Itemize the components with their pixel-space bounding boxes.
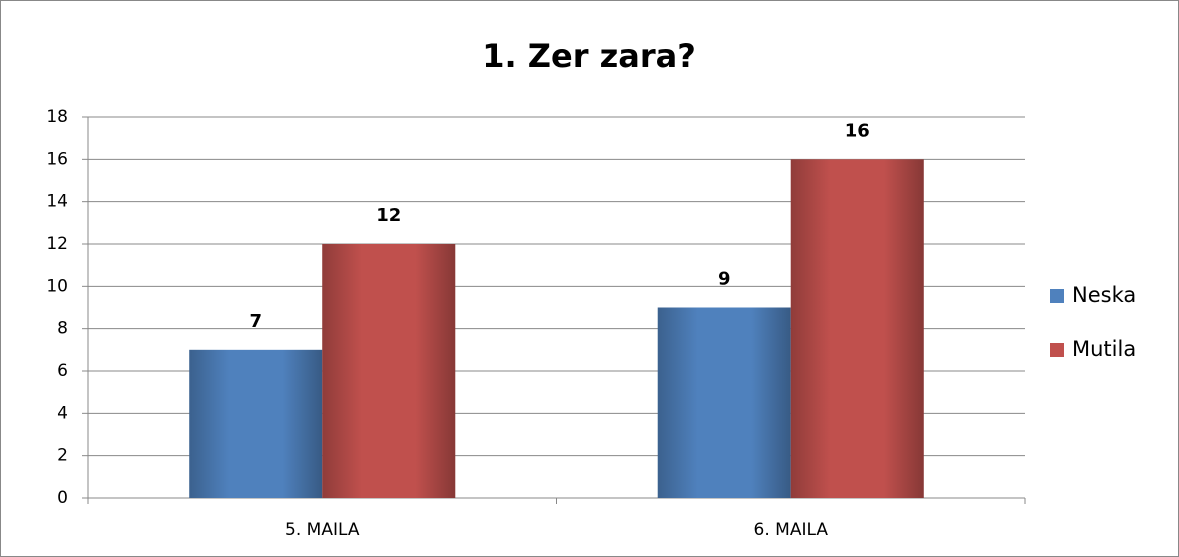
chart-title: 1. Zer zara? <box>482 37 696 75</box>
y-tick-label: 10 <box>46 276 68 296</box>
data-label: 7 <box>249 311 262 332</box>
x-tick-label: 6. MAILA <box>754 520 829 540</box>
y-tick-label: 0 <box>57 488 68 508</box>
data-label: 9 <box>718 269 731 290</box>
bar-shade <box>657 307 791 498</box>
y-tick-label: 14 <box>46 192 68 212</box>
y-tick-label: 16 <box>46 149 68 169</box>
y-tick-label: 8 <box>57 319 68 339</box>
y-tick-label: 18 <box>46 107 68 127</box>
x-tick-label: 5. MAILA <box>285 520 360 540</box>
legend-label: Mutila <box>1072 337 1136 361</box>
legend-label: Neska <box>1072 283 1136 307</box>
bar-shade <box>322 244 456 498</box>
legend-swatch <box>1050 343 1064 357</box>
y-tick-label: 6 <box>57 361 68 381</box>
bar-shade <box>790 159 924 499</box>
data-label: 16 <box>845 120 870 141</box>
legend-swatch <box>1050 289 1064 303</box>
y-tick-label: 12 <box>46 234 68 254</box>
y-tick-label: 4 <box>57 403 68 423</box>
data-label: 12 <box>376 205 401 226</box>
y-tick-label: 2 <box>57 446 68 466</box>
bar-shade <box>189 349 323 498</box>
